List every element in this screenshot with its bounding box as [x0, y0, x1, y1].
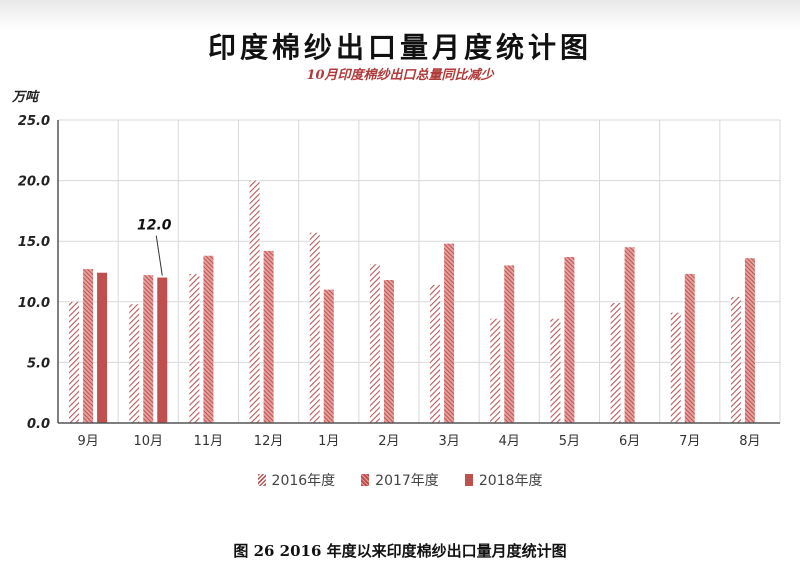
legend-label-2016: 2016年度 [271, 473, 336, 489]
legend-label-2018: 2018年度 [478, 473, 543, 489]
legend-label-2017: 2017年度 [375, 473, 439, 489]
bar-2016年度-6月 [610, 303, 621, 423]
bar-2017年度-3月 [444, 243, 455, 423]
bar-2017年度-2月 [383, 279, 394, 423]
x-tick-label: 6月 [619, 434, 640, 449]
x-tick-label: 3月 [438, 434, 459, 449]
x-tick-label: 4月 [499, 434, 520, 449]
bar-2016年度-5月 [550, 318, 561, 423]
bar-2017年度-7月 [684, 273, 695, 423]
y-tick-label: 5.0 [27, 356, 50, 371]
bar-2017年度-4月 [504, 265, 515, 423]
bar-2016年度-11月 [189, 273, 200, 423]
bar-2016年度-8月 [730, 296, 741, 423]
bar-2017年度-1月 [323, 289, 334, 423]
figure-caption: 图 26 2016 年度以来印度棉纱出口量月度统计图 [233, 542, 567, 560]
bar-2016年度-7月 [670, 312, 681, 423]
chart-legend: 2016年度 2017年度 2018年度 [0, 470, 800, 490]
x-tick-label: 1月 [318, 434, 339, 449]
x-tick-label: 10月 [133, 434, 163, 449]
bar-2017年度-11月 [203, 255, 214, 423]
y-tick-label: 20.0 [18, 175, 50, 190]
bar-2017年度-10月 [143, 275, 154, 423]
bar-2016年度-12月 [249, 180, 260, 423]
chart-title: 印度棉纱出口量月度统计图 [207, 31, 592, 64]
annotation-leader [155, 235, 163, 276]
legend-swatch-2016 [257, 474, 266, 486]
x-tick-label: 5月 [559, 434, 580, 449]
y-tick-label: 0.0 [27, 417, 50, 432]
x-tick-label: 7月 [679, 434, 700, 449]
x-tick-label: 11月 [194, 434, 224, 449]
x-tick-label: 12月 [254, 434, 284, 449]
bar-2017年度-8月 [744, 258, 755, 423]
bar-2017年度-6月 [624, 247, 635, 423]
annotation-label: 12.0 [137, 218, 172, 234]
legend-item-2017: 2017年度 [361, 470, 439, 490]
bar-2017年度-5月 [564, 256, 575, 423]
x-tick-label: 9月 [77, 434, 98, 449]
chart-subtitle: 10月印度棉纱出口总量同比减少 [306, 68, 494, 83]
x-tick-label: 8月 [739, 434, 760, 449]
x-tick-label: 2月 [378, 434, 399, 449]
legend-swatch-2017 [361, 474, 370, 486]
legend-item-2018: 2018年度 [464, 470, 543, 490]
bar-2017年度-9月 [83, 269, 94, 423]
legend-item-2016: 2016年度 [257, 470, 336, 490]
bar-2018年度-10月 [157, 277, 168, 423]
y-tick-label: 10.0 [18, 296, 50, 311]
bar-2016年度-4月 [490, 318, 501, 423]
legend-swatch-2018 [464, 474, 473, 486]
bar-2016年度-2月 [369, 264, 380, 423]
bar-2016年度-10月 [129, 304, 140, 423]
top-banner [0, 0, 800, 30]
y-tick-label: 25.0 [18, 114, 50, 129]
bar-2016年度-1月 [309, 232, 320, 423]
bar-2016年度-3月 [430, 284, 441, 423]
bar-2016年度-9月 [69, 301, 80, 423]
bar-2018年度-9月 [97, 272, 108, 423]
y-axis-unit: 万吨 [12, 90, 39, 105]
bar-2017年度-12月 [263, 250, 274, 423]
y-tick-label: 15.0 [18, 235, 50, 250]
